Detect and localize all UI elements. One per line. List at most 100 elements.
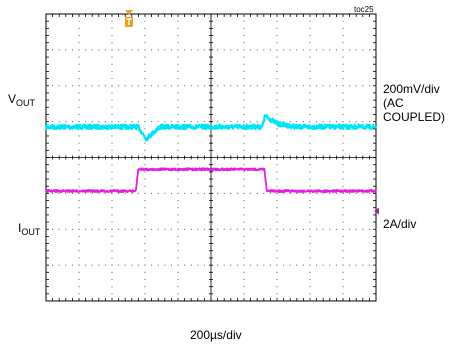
grid-dot [85, 85, 87, 87]
grid-dot [250, 85, 252, 87]
grid-dot [302, 228, 304, 230]
grid-dot [177, 92, 179, 94]
grid-dot [203, 49, 205, 51]
grid-dot [289, 85, 291, 87]
grid-dot [342, 250, 344, 252]
grid-dot [71, 121, 73, 123]
grid-dot [296, 85, 298, 87]
grid-dot [111, 243, 113, 245]
grid-dot [335, 228, 337, 230]
grid-dot [111, 121, 113, 123]
grid-dot [203, 85, 205, 87]
grid-dot [164, 228, 166, 230]
grid-dot [78, 228, 80, 230]
grid-dot [276, 171, 278, 173]
grid-dot [243, 164, 245, 166]
grid-dot [243, 278, 245, 280]
grid-dot [349, 121, 351, 123]
grid-dot [111, 56, 113, 58]
grid-dot [309, 264, 311, 266]
grid-dot [91, 228, 93, 230]
grid-dot [309, 106, 311, 108]
series-label-vout: VOUT [8, 92, 35, 110]
grid-dot [342, 149, 344, 151]
grid-dot [236, 85, 238, 87]
grid-dot [309, 42, 311, 44]
grid-dot [144, 214, 146, 216]
grid-dot [309, 200, 311, 202]
grid-dot [342, 221, 344, 223]
grid-dot [243, 56, 245, 58]
grid-dot [276, 228, 278, 230]
grid-dot [309, 142, 311, 144]
grid-dot [111, 99, 113, 101]
grid-dot [269, 192, 271, 194]
grid-dot [111, 135, 113, 137]
grid-dot [144, 164, 146, 166]
grid-dot [111, 278, 113, 280]
vout-scale-line: 200mV/div [383, 82, 440, 96]
grid-dot [157, 85, 159, 87]
grid-dot [78, 149, 80, 151]
grid-dot [342, 70, 344, 72]
grid-dot [309, 214, 311, 216]
grid-dot [243, 178, 245, 180]
grid-dot [243, 63, 245, 65]
grid-dot [276, 70, 278, 72]
grid-dot [111, 207, 113, 209]
grid-dot [104, 85, 106, 87]
grid-dot [197, 264, 199, 266]
grid-dot [52, 264, 54, 266]
grid-dot [151, 228, 153, 230]
grid-dot [78, 113, 80, 115]
grid-dot [71, 85, 73, 87]
grid-dot [223, 121, 225, 123]
grid-dot [104, 49, 106, 51]
scope-grid [45, 13, 377, 302]
grid-dot [111, 214, 113, 216]
grid-dot [177, 20, 179, 22]
grid-dot [177, 135, 179, 137]
series-label-iout-sub: OUT [21, 227, 41, 237]
grid-dot [256, 264, 258, 266]
grid-dot [85, 228, 87, 230]
grid-dot [111, 178, 113, 180]
grid-dot [342, 49, 344, 51]
grid-dot [276, 42, 278, 44]
grid-dot [177, 207, 179, 209]
vout-scale-line: (AC [383, 96, 404, 110]
grid-dot [177, 178, 179, 180]
grid-dot [144, 121, 146, 123]
grid-dot [52, 49, 54, 51]
grid-dot [197, 85, 199, 87]
grid-dot [276, 78, 278, 80]
grid-dot [144, 149, 146, 151]
grid-dot [256, 192, 258, 194]
grid-dot [177, 164, 179, 166]
grid-dot [52, 192, 54, 194]
grid-dot [65, 264, 67, 266]
grid-dot [71, 228, 73, 230]
grid-dot [111, 78, 113, 80]
grid-dot [111, 49, 113, 51]
grid-dot [58, 121, 60, 123]
grid-dot [217, 85, 219, 87]
grid-dot [177, 185, 179, 187]
grid-dot [276, 27, 278, 29]
grid-dot [243, 293, 245, 295]
grid-dot [276, 271, 278, 273]
grid-dot [177, 78, 179, 80]
grid-dot [276, 92, 278, 94]
grid-dot [269, 264, 271, 266]
grid-dot [342, 106, 344, 108]
grid-dot [362, 264, 364, 266]
grid-dot [170, 85, 172, 87]
grid-dot [118, 121, 120, 123]
grid-dot [243, 85, 245, 87]
grid-dot [243, 42, 245, 44]
grid-dot [144, 99, 146, 101]
grid-dot [243, 78, 245, 80]
grid-dot [276, 63, 278, 65]
grid-dot [177, 235, 179, 237]
grid-dot [137, 264, 139, 266]
